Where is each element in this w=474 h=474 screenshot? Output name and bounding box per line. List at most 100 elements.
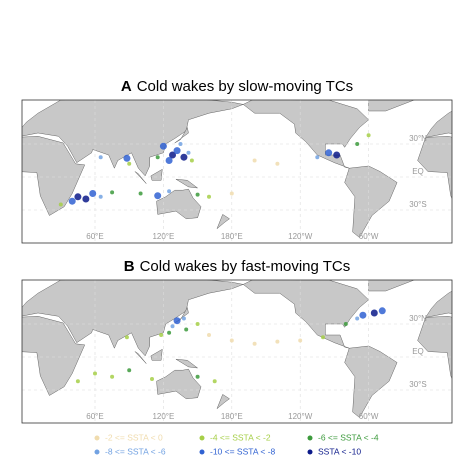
cold-wake-point xyxy=(181,316,186,321)
legend-label: -8 <= SSTA < -6 xyxy=(105,446,166,456)
cold-wake-point xyxy=(169,151,177,159)
land xyxy=(156,368,202,400)
cold-wake-point xyxy=(195,192,200,197)
land xyxy=(134,351,147,364)
land xyxy=(425,110,452,138)
land xyxy=(242,100,369,169)
legend-marker xyxy=(94,435,100,441)
legend-marker xyxy=(307,449,313,455)
cold-wake-point xyxy=(252,158,257,163)
legend-label: -6 <= SSTA < -4 xyxy=(318,432,379,442)
panel-title-text: Cold wakes by fast-moving TCs xyxy=(140,258,351,275)
cold-wake-point xyxy=(124,335,129,340)
cold-wake-point xyxy=(170,324,175,329)
lon-label: 60°E xyxy=(86,412,103,421)
cold-wake-point xyxy=(378,307,386,315)
lon-label: 60°E xyxy=(86,232,103,241)
cold-wake-point xyxy=(325,149,333,157)
legend-marker xyxy=(199,449,205,455)
cold-wake-point xyxy=(173,147,181,155)
land xyxy=(368,280,415,292)
panel-letter: B xyxy=(124,258,135,275)
land xyxy=(175,179,199,189)
cold-wake-point xyxy=(212,379,217,384)
cold-wake-point xyxy=(173,317,181,325)
cold-wake-point xyxy=(355,142,360,146)
cold-wake-point xyxy=(252,341,257,346)
legend-marker xyxy=(307,435,313,441)
lat-label: EQ xyxy=(412,347,424,356)
panel-title: A Cold wakes by slow-moving TCs xyxy=(121,78,353,95)
cold-wake-point xyxy=(298,338,303,343)
cold-wake-point xyxy=(178,142,183,146)
land xyxy=(22,280,244,357)
cold-wake-point xyxy=(195,374,200,379)
cold-wake-point xyxy=(123,154,131,162)
lon-label: 120°W xyxy=(288,232,313,241)
lat-label: 30°S xyxy=(409,200,426,209)
lat-label: EQ xyxy=(412,167,424,176)
cold-wake-point xyxy=(343,322,348,326)
cold-wake-point xyxy=(98,194,103,199)
cold-wake-point xyxy=(110,374,115,379)
land xyxy=(425,290,452,318)
land xyxy=(174,126,189,144)
land xyxy=(0,273,4,291)
cold-wake-point xyxy=(58,202,63,207)
cold-wake-point xyxy=(315,155,320,160)
map-frame xyxy=(21,279,453,424)
cold-wake-point xyxy=(154,192,162,200)
cold-wake-point xyxy=(207,333,211,337)
cold-wake-point xyxy=(110,190,115,195)
land xyxy=(156,188,202,220)
land xyxy=(150,168,163,181)
land xyxy=(22,316,86,396)
cold-wake-point xyxy=(127,161,132,166)
land xyxy=(344,345,398,418)
cold-wake-point xyxy=(155,155,160,160)
cold-wake-point xyxy=(275,339,280,344)
cold-wake-point xyxy=(275,161,280,166)
cold-wake-point xyxy=(165,157,173,164)
panel-title: B Cold wakes by fast-moving TCs xyxy=(124,258,350,275)
cold-wake-point xyxy=(207,194,211,199)
land xyxy=(417,316,452,380)
cold-wake-point xyxy=(127,368,132,373)
cold-wake-point xyxy=(366,133,371,138)
lon-label: 60°W xyxy=(359,232,379,241)
cold-wake-point xyxy=(180,153,188,161)
lat-label: 30°S xyxy=(409,380,426,389)
cold-wake-point xyxy=(167,189,172,194)
land xyxy=(242,280,369,349)
cold-wake-point xyxy=(68,197,76,205)
cold-wake-point xyxy=(184,327,189,332)
land xyxy=(216,394,230,409)
land xyxy=(22,136,86,216)
cold-wake-point xyxy=(138,191,143,196)
cold-wake-point xyxy=(93,371,97,376)
legend-marker xyxy=(94,449,100,455)
panel-title-text: Cold wakes by slow-moving TCs xyxy=(137,78,353,95)
map-frame xyxy=(21,99,453,244)
cold-wake-point xyxy=(150,377,154,381)
cold-wake-point xyxy=(229,191,234,196)
cold-wake-point xyxy=(159,333,164,337)
cold-wake-point xyxy=(370,309,378,317)
cold-wake-point xyxy=(98,155,103,160)
cold-wake-point xyxy=(229,338,234,343)
cold-wake-point xyxy=(74,193,82,201)
cold-wake-point xyxy=(355,316,360,321)
panel-letter: A xyxy=(121,78,132,95)
land xyxy=(175,359,199,369)
cold-wake-point xyxy=(167,330,172,335)
lon-label: 120°E xyxy=(152,232,174,241)
lon-label: 120°E xyxy=(152,412,174,421)
land xyxy=(134,171,147,184)
legend-label: -10 <= SSTA < -8 xyxy=(210,446,276,456)
cold-wake-point xyxy=(195,322,200,326)
cold-wake-point xyxy=(359,311,367,319)
lon-label: 180°E xyxy=(221,412,243,421)
land xyxy=(216,214,230,229)
map xyxy=(22,100,452,243)
lat-label: 30°N xyxy=(409,134,427,143)
